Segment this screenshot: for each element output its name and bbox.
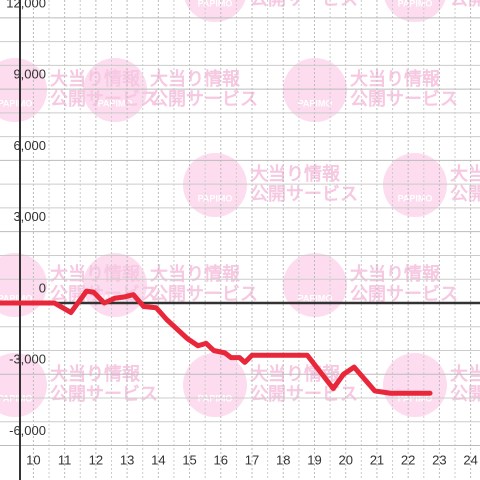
watermark-circle [183, 153, 247, 217]
watermark-text: 公開サービス [50, 89, 158, 109]
watermark-brand: PAPIMO [398, 0, 433, 8]
watermark-circle [83, 58, 147, 122]
watermark-brand: PAPIMO [0, 293, 32, 303]
y-tick-label: -3,000 [9, 352, 46, 367]
x-tick-label: 21 [370, 452, 384, 467]
x-tick-label: 10 [26, 452, 40, 467]
watermark-text: 公開サービス [150, 284, 258, 304]
watermark-brand: PAPIMO [298, 293, 333, 303]
watermark-text: 大当り情報 [150, 68, 241, 89]
y-tick-label: -6,000 [9, 423, 46, 438]
y-tick-label: 12,000 [6, 0, 46, 10]
watermark-text: 公開サービス [250, 0, 358, 9]
watermark-text: 大当り情報 [350, 263, 441, 284]
x-tick-label: 14 [151, 452, 165, 467]
watermark-brand: PAPIMO [0, 98, 32, 108]
watermark-brand: PAPIMO [198, 193, 233, 203]
x-tick-label: 20 [338, 452, 352, 467]
x-tick-label: 12 [89, 452, 103, 467]
watermark-circle [0, 353, 47, 417]
watermark-text: 大当り情報 [50, 68, 141, 89]
x-tick-label: 23 [432, 452, 446, 467]
watermark-text: 公開サービス [450, 0, 480, 9]
watermark-text: 公開サービス [50, 384, 158, 404]
y-tick-label: 3,000 [13, 209, 46, 224]
x-tick-label: 19 [307, 452, 321, 467]
watermark-circle [384, 0, 446, 22]
watermark-text: 公開サービス [150, 89, 258, 109]
data-line [0, 288, 433, 396]
watermark-text: 公開サービス [50, 284, 158, 304]
x-tick-label: 11 [58, 452, 72, 467]
x-tick-label: 22 [401, 452, 415, 467]
watermark-text: 公開サービス [450, 184, 480, 204]
watermark-text: 公開サービス [450, 384, 480, 404]
x-tick-label: 16 [214, 452, 228, 467]
watermark-circle [184, 0, 246, 22]
watermark-text: 大当り情報 [250, 163, 341, 184]
watermark-text: 大当り情報 [350, 68, 441, 89]
x-tick-label: 15 [182, 452, 196, 467]
watermark-brand: PAPIMO [298, 98, 333, 108]
watermark-text: 大当り情報 [450, 163, 480, 184]
watermark-circle [0, 58, 47, 122]
watermark-text: 大当り情報 [150, 263, 241, 284]
watermark-circle [183, 353, 247, 417]
watermark-circle [283, 253, 347, 317]
watermark-circle [383, 153, 447, 217]
y-tick-label: 6,000 [13, 138, 46, 153]
watermark-brand: PAPIMO [198, 0, 233, 8]
y-tick-label: 0 [39, 280, 46, 295]
watermark-brand: PAPIMO [98, 98, 133, 108]
watermark-text: 公開サービス [350, 284, 458, 304]
watermark-text: 大当り情報 [450, 363, 480, 384]
watermark-text: 公開サービス [350, 89, 458, 109]
x-tick-label: 18 [276, 452, 290, 467]
x-tick-label: 17 [245, 452, 259, 467]
y-tick-label: 9,000 [13, 67, 46, 82]
x-tick-label: 13 [120, 452, 134, 467]
watermark-brand: PAPIMO [398, 193, 433, 203]
x-tick-label: 24 [463, 452, 477, 467]
watermark-text: 公開サービス [250, 184, 358, 204]
watermark-circle [383, 353, 447, 417]
watermark-text: 公開サービス [250, 384, 358, 404]
